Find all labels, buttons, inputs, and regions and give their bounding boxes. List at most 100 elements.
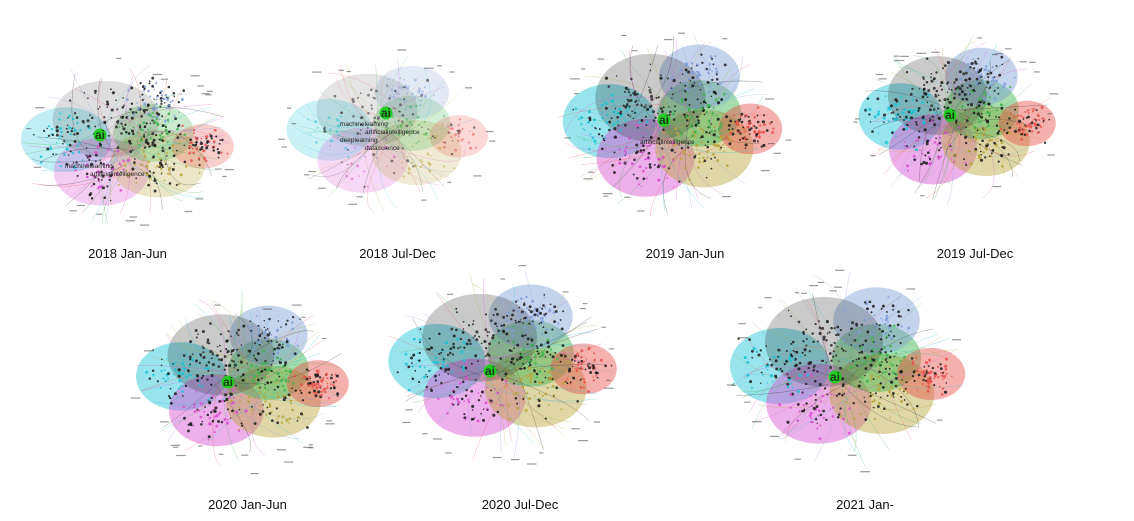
network-edge [963, 68, 1027, 135]
satellite-node-label [624, 196, 631, 198]
network-node [725, 164, 729, 167]
network-node [872, 332, 875, 336]
network-node [805, 328, 808, 331]
network-edge [662, 132, 699, 199]
network-node [209, 349, 213, 354]
network-node [280, 421, 284, 424]
network-edge [744, 373, 817, 397]
network-node [496, 391, 500, 395]
network-node [418, 351, 421, 355]
network-node [199, 402, 202, 405]
network-node [718, 148, 722, 151]
network-edge [971, 131, 1021, 161]
network-node [926, 151, 930, 155]
network-node [972, 67, 976, 70]
network-node [889, 104, 893, 108]
network-node [548, 375, 552, 379]
network-node [893, 118, 897, 121]
network-node [982, 80, 985, 83]
network-node [871, 304, 875, 308]
network-node [678, 180, 681, 183]
network-node [995, 116, 997, 118]
network-node [315, 141, 318, 144]
network-node [950, 157, 953, 160]
network-node [529, 378, 532, 382]
network-node [635, 176, 639, 180]
network-node [197, 333, 199, 336]
network-node [890, 380, 894, 384]
network-node [153, 143, 157, 147]
network-node [790, 342, 793, 345]
network-node [580, 365, 582, 367]
network-node [159, 96, 163, 100]
network-node [676, 131, 680, 136]
network-node [360, 123, 363, 127]
network-node [153, 189, 157, 193]
network-node [216, 354, 219, 357]
network-node [903, 399, 906, 401]
network-node [943, 98, 947, 102]
network-edge [388, 131, 423, 192]
network-node [869, 394, 872, 398]
network-node [974, 137, 978, 141]
network-node [613, 104, 616, 107]
network-node [988, 114, 991, 117]
network-edge [934, 47, 972, 133]
network-node [394, 148, 397, 151]
network-node [425, 373, 427, 376]
network-node [694, 123, 698, 127]
network-node [802, 340, 805, 343]
network-node [160, 364, 163, 367]
network-node [924, 137, 927, 140]
satellite-node-label [26, 128, 32, 130]
network-node [604, 364, 607, 368]
network-node [111, 91, 115, 95]
network-node [65, 162, 69, 166]
network-edge [251, 385, 266, 456]
network-node [900, 325, 904, 328]
network-node [361, 105, 364, 109]
network-node [169, 387, 172, 390]
network-node [592, 379, 595, 382]
network-node [405, 118, 409, 122]
network-node [657, 137, 661, 141]
network-node [465, 378, 468, 381]
network-node [182, 405, 186, 409]
network-node [455, 386, 458, 388]
network-node [699, 127, 703, 131]
network-node [46, 127, 48, 130]
network-edge [913, 55, 947, 112]
network-node [658, 157, 662, 161]
network-node [153, 98, 155, 100]
network-node [917, 136, 921, 139]
network-node [640, 185, 643, 188]
network-node [629, 94, 632, 97]
network-node [329, 387, 333, 390]
network-node [967, 149, 971, 153]
network-node [55, 133, 59, 137]
satellite-node-label [906, 288, 916, 290]
network-edge [310, 145, 371, 178]
network-edge [619, 126, 658, 198]
network-edge [404, 68, 431, 132]
network-node [405, 124, 409, 128]
network-node [1048, 118, 1051, 121]
network-node [457, 139, 460, 142]
network-node [135, 111, 138, 114]
cluster-blob [423, 358, 526, 437]
network-node [90, 116, 94, 120]
cluster-blob [317, 127, 408, 193]
network-node [148, 174, 152, 178]
satellite-node-label [878, 78, 887, 80]
network-node [948, 88, 950, 90]
network-node [995, 109, 999, 112]
network-node [582, 127, 585, 130]
satellite-node-label [195, 198, 204, 200]
network-node [153, 155, 155, 157]
network-edge [475, 379, 596, 402]
network-node [979, 120, 982, 124]
network-node [649, 91, 652, 94]
network-node [956, 85, 960, 89]
network-node [327, 116, 331, 120]
network-edge [849, 335, 943, 357]
